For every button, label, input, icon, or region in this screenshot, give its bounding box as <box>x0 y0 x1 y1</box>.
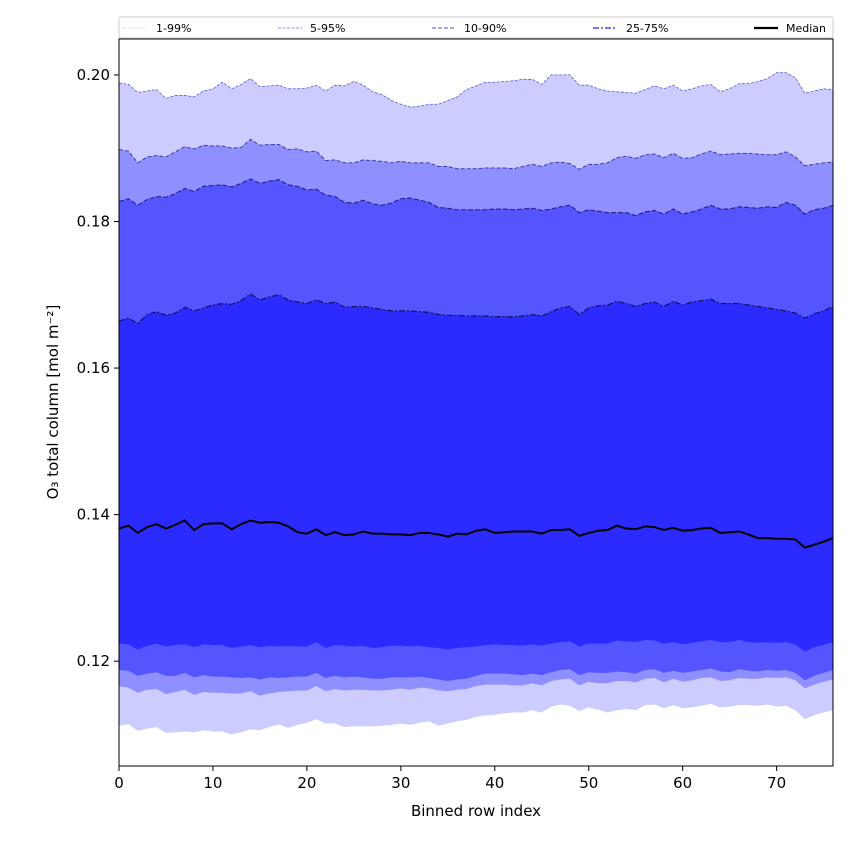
band-upper-edge-1-99pct <box>118 72 834 108</box>
y-tick-label: 0.20 <box>77 66 110 84</box>
legend-label: 10-90% <box>464 22 506 35</box>
band-upper-edge-10-90pct <box>118 178 834 217</box>
band-upper-edge-5-95pct <box>118 138 834 171</box>
band-25-75pct <box>119 294 833 652</box>
y-tick-label: 0.16 <box>77 359 110 377</box>
band-edge-lines <box>118 72 834 325</box>
band-upper-edge-25-75pct <box>118 293 834 325</box>
x-axis-label: Binned row index <box>411 802 541 820</box>
x-tick-label: 20 <box>297 774 316 792</box>
legend-entry: 5-95% <box>278 22 345 35</box>
percentile-bands <box>119 72 833 735</box>
x-tick-label: 30 <box>391 774 410 792</box>
y-axis: 0.12 0.14 0.16 0.18 0.20 <box>77 66 119 670</box>
x-tick-label: 50 <box>579 774 598 792</box>
legend-label: 1-99% <box>156 22 191 35</box>
y-tick-label: 0.12 <box>77 652 110 670</box>
x-tick-label: 60 <box>673 774 692 792</box>
legend-label: Median <box>786 22 826 35</box>
legend-entry: Median <box>754 22 826 35</box>
legend-entry: 10-90% <box>432 22 506 35</box>
x-tick-label: 70 <box>767 774 786 792</box>
x-tick-label: 10 <box>203 774 222 792</box>
plot-frame <box>118 38 834 767</box>
y-tick-label: 0.18 <box>77 212 110 230</box>
y-axis-label: O₃ total column [mol m⁻²] <box>44 305 62 500</box>
legend-box <box>118 16 834 39</box>
legend-entry: 25-75% <box>593 22 668 35</box>
y-tick-label: 0.14 <box>77 506 110 524</box>
legend: 1-99% 5-95% 10-90% 25-75% Median <box>118 16 834 39</box>
legend-label: 5-95% <box>310 22 345 35</box>
legend-label: 25-75% <box>626 22 668 35</box>
legend-entry: 1-99% <box>123 22 191 35</box>
x-tick-label: 40 <box>485 774 504 792</box>
x-tick-label: 0 <box>114 774 124 792</box>
x-axis: 0 10 20 30 40 50 60 70 <box>114 766 786 792</box>
median-line <box>118 519 834 549</box>
